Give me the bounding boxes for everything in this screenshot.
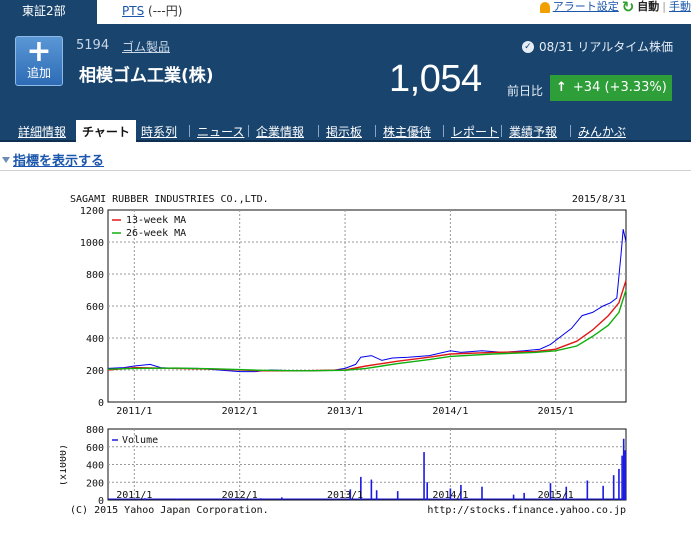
- volume-panel-y-tick-label: 600: [86, 443, 104, 454]
- stock-chart-svg: SAGAMI RUBBER INDUSTRIES CO.,LTD. 2015/8/…: [58, 194, 627, 516]
- pts-link[interactable]: PTS: [122, 4, 145, 18]
- chart-company-en: SAGAMI RUBBER INDUSTRIES CO.,LTD.: [70, 194, 269, 205]
- price-x-tick-label: 2015/1: [538, 406, 574, 417]
- show-indicators-label: 指標を表示する: [13, 154, 105, 169]
- price-change-value: +34 (+3.33%): [572, 80, 667, 95]
- legend-label: 26-week MA: [126, 228, 186, 239]
- price-x-tick-label: 2011/1: [116, 406, 152, 417]
- volume-panel-frame: [107, 428, 627, 501]
- volume-panel-y-tick-label: 0: [98, 496, 104, 507]
- price-x-tick-label: 2012/1: [222, 406, 258, 417]
- price-panel-frame: [107, 209, 627, 403]
- nav-separator: [375, 125, 376, 137]
- alert-settings-link[interactable]: アラート設定: [552, 0, 619, 13]
- stock-header: [0, 24, 691, 120]
- price-panel-y-tick-label: 0: [98, 398, 104, 409]
- price-panel-y-tick-label: 1000: [80, 238, 104, 249]
- stock-chart: SAGAMI RUBBER INDUSTRIES CO.,LTD. 2015/8/…: [58, 190, 640, 530]
- market-tab[interactable]: 東証2部: [0, 0, 97, 24]
- show-indicators-toggle[interactable]: 指標を表示する: [2, 150, 104, 169]
- quote-datetime: ✓ 08/31 リアルタイム株価: [521, 38, 673, 55]
- legend-label: 13-week MA: [126, 215, 186, 226]
- volume-x-tick-label: 2012/1: [222, 490, 258, 501]
- volume-x-tick-label: 2015/1: [538, 490, 574, 501]
- tab-reports[interactable]: レポート: [451, 125, 500, 139]
- nav-separator: [570, 125, 571, 137]
- price-x-tick-label: 2014/1: [432, 406, 468, 417]
- quote-datetime-text: 08/31 リアルタイム株価: [538, 40, 673, 54]
- nav-separator: [248, 125, 249, 137]
- volume-panel-y-tick-label: 200: [86, 478, 104, 489]
- refresh-icon[interactable]: ↻: [621, 0, 635, 16]
- chart-date: 2015/8/31: [572, 194, 626, 205]
- bell-icon: [539, 1, 550, 13]
- nav-separator: [501, 125, 502, 137]
- auto-update-label[interactable]: 自動: [637, 0, 660, 13]
- tab-earnings-forecast[interactable]: 業績予報: [509, 125, 558, 139]
- volume-x-tick-label: 2013/1: [327, 490, 363, 501]
- company-name: 相模ゴム工業(株): [79, 66, 214, 86]
- manual-update-link[interactable]: 手動: [669, 0, 691, 13]
- check-circle-icon: ✓: [521, 40, 534, 53]
- tab-timeseries[interactable]: 時系列: [141, 125, 178, 139]
- price-change-badge: ↑ +34 (+3.33%): [550, 75, 672, 101]
- tab-minkabu[interactable]: みんかぶ: [578, 125, 627, 139]
- legend-label: Volume: [122, 435, 158, 446]
- separator: |: [662, 0, 666, 13]
- divider: [0, 170, 691, 171]
- tab-details[interactable]: 詳細情報: [18, 125, 67, 139]
- chart-source-url: http://stocks.finance.yahoo.co.jp: [427, 505, 626, 516]
- series-line-ma26: [107, 289, 627, 372]
- current-price: 1,054: [389, 58, 482, 100]
- change-label: 前日比: [507, 84, 544, 98]
- triangle-down-icon: [2, 155, 11, 164]
- update-controls: アラート設定 ↻ 自動 | 手動: [539, 0, 691, 16]
- nav-separator: [318, 125, 319, 137]
- add-button-label: 追加: [26, 66, 51, 80]
- volume-x-tick-label: 2011/1: [116, 490, 152, 501]
- market-tab-strip: 東証2部 PTS (---円) アラート設定 ↻ 自動 | 手動: [0, 0, 691, 24]
- nav-separator: [189, 125, 190, 137]
- add-to-portfolio-button[interactable]: + 追加: [15, 36, 63, 86]
- chart-copyright: (C) 2015 Yahoo Japan Corporation.: [70, 505, 269, 516]
- price-panel-y-tick-label: 200: [86, 366, 104, 377]
- price-panel-y-tick-label: 600: [86, 302, 104, 313]
- tab-chart[interactable]: チャート: [76, 120, 136, 142]
- volume-panel-y-tick-label: 400: [86, 461, 104, 472]
- tab-message-board[interactable]: 掲示板: [326, 125, 363, 139]
- price-x-tick-label: 2013/1: [327, 406, 363, 417]
- tab-news[interactable]: ニュース: [197, 125, 245, 139]
- tab-company-info[interactable]: 企業情報: [256, 125, 305, 139]
- volume-panel-y-tick-label: 800: [86, 425, 104, 436]
- pts-tab[interactable]: PTS (---円): [97, 0, 230, 24]
- tab-shareholder-benefits[interactable]: 株主優待: [383, 125, 432, 139]
- stock-code: 5194: [76, 38, 110, 53]
- volume-x-tick-label: 2014/1: [432, 490, 468, 501]
- pts-value: (---円): [148, 4, 183, 18]
- stock-nav-tabs: 詳細情報 チャート 時系列 ニュース 企業情報 掲示板 株主優待 レポート 業績…: [0, 120, 691, 142]
- arrow-up-icon: ↑: [556, 80, 567, 95]
- sector-link[interactable]: ゴム製品: [122, 40, 171, 54]
- price-panel-y-tick-label: 400: [86, 334, 104, 345]
- volume-y-axis-label: (x1000): [60, 444, 69, 486]
- price-panel-y-tick-label: 1200: [80, 206, 104, 217]
- plus-icon: +: [26, 34, 52, 69]
- nav-separator: [443, 125, 444, 137]
- price-panel-y-tick-label: 800: [86, 270, 104, 281]
